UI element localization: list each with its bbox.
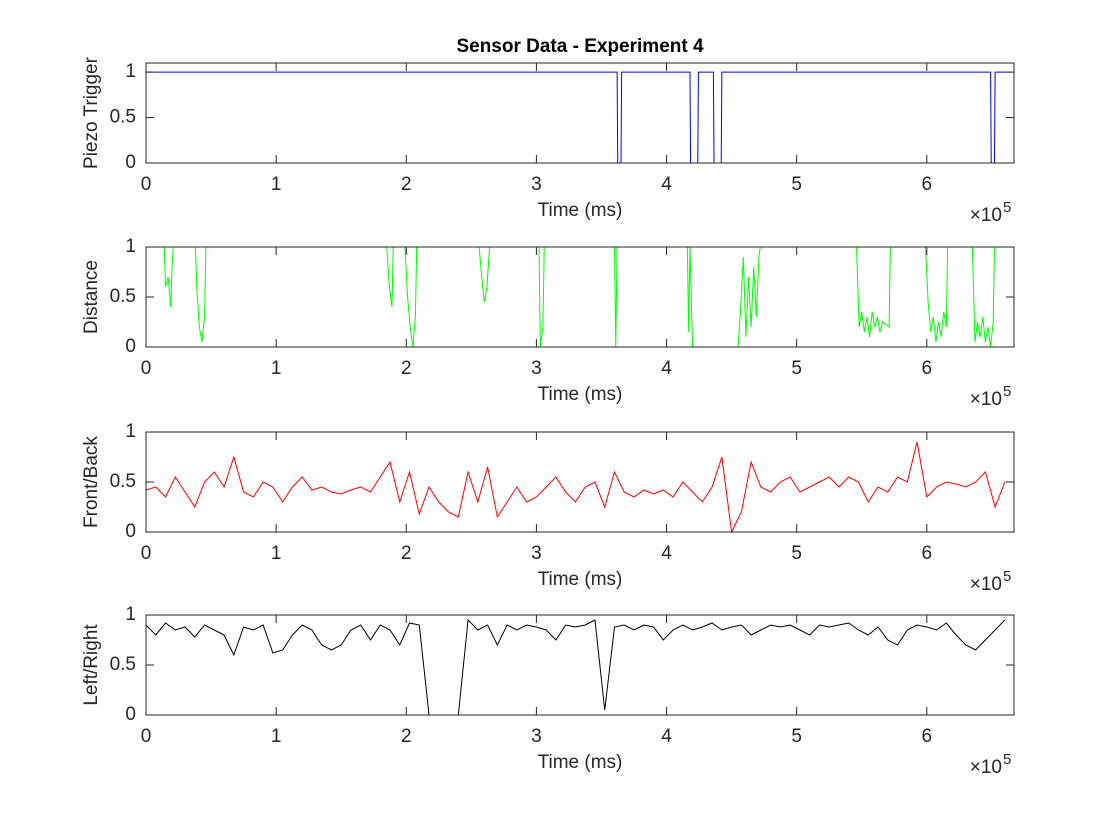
- x-tick-label: 2: [401, 543, 412, 564]
- chart-title: Sensor Data - Experiment 4: [456, 36, 704, 57]
- y-tick-label: 0: [125, 521, 136, 542]
- y-axis-label: Distance: [81, 260, 102, 334]
- x-tick-label: 2: [401, 726, 412, 747]
- y-tick-label: 0.5: [110, 107, 136, 128]
- y-tick-label: 1: [125, 61, 136, 82]
- x-tick-label: 4: [661, 543, 672, 564]
- x-tick-label: 3: [531, 358, 542, 379]
- y-tick-label: 0: [125, 152, 136, 173]
- x-tick-label: 3: [531, 174, 542, 195]
- x-exponent-power: 5: [1003, 199, 1011, 216]
- x-tick-label: 2: [401, 358, 412, 379]
- x-tick-label: 0: [141, 726, 152, 747]
- x-tick-label: 5: [791, 726, 802, 747]
- axes-box: [145, 62, 1015, 164]
- y-axis-label: Piezo Trigger: [81, 56, 102, 169]
- x-axis-label: Time (ms): [538, 200, 623, 221]
- x-tick-label: 0: [141, 174, 152, 195]
- x-axis-label: Time (ms): [538, 752, 623, 773]
- x-tick-label: 4: [661, 174, 672, 195]
- axes-background: [146, 63, 1014, 163]
- x-tick-label: 0: [141, 358, 152, 379]
- x-tick-label: 6: [922, 726, 933, 747]
- y-tick-label: 0.5: [110, 286, 136, 307]
- x-tick-label: 6: [922, 174, 933, 195]
- y-axis-label: Left/Right: [81, 624, 102, 706]
- x-tick-label: 1: [271, 174, 282, 195]
- x-tick-label: 0: [141, 543, 152, 564]
- y-tick-label: 1: [125, 604, 136, 625]
- x-exponent-power: 5: [1003, 751, 1011, 768]
- x-axis-label: Time (ms): [538, 569, 623, 590]
- axes-background: [146, 247, 1014, 347]
- x-tick-label: 3: [531, 543, 542, 564]
- x-tick-label: 1: [271, 543, 282, 564]
- x-tick-label: 4: [661, 726, 672, 747]
- x-exponent-base: ×10: [970, 205, 1002, 226]
- x-tick-label: 2: [401, 174, 412, 195]
- x-exponent-power: 5: [1003, 383, 1011, 400]
- x-tick-label: 3: [531, 726, 542, 747]
- axes-background: [146, 615, 1014, 715]
- x-tick-label: 6: [922, 358, 933, 379]
- y-tick-label: 0.5: [110, 471, 136, 492]
- x-tick-label: 4: [661, 358, 672, 379]
- y-tick-label: 0.5: [110, 654, 136, 675]
- x-exponent-base: ×10: [970, 757, 1002, 778]
- y-tick-label: 0: [125, 704, 136, 725]
- data-line: [145, 441, 1006, 534]
- x-tick-label: 1: [271, 358, 282, 379]
- x-tick-label: 5: [791, 358, 802, 379]
- y-tick-label: 1: [125, 421, 136, 442]
- x-tick-label: 6: [922, 543, 933, 564]
- x-exponent-base: ×10: [970, 574, 1002, 595]
- x-tick-label: 5: [791, 174, 802, 195]
- x-tick-label: 5: [791, 543, 802, 564]
- x-exponent-base: ×10: [970, 389, 1002, 410]
- x-exponent-power: 5: [1003, 568, 1011, 585]
- x-axis-label: Time (ms): [538, 384, 623, 405]
- y-tick-label: 0: [125, 336, 136, 357]
- y-axis-label: Front/Back: [81, 436, 102, 528]
- axes-background: [146, 432, 1014, 532]
- x-tick-label: 1: [271, 726, 282, 747]
- y-tick-label: 1: [125, 236, 136, 257]
- data-line: [145, 618, 1006, 716]
